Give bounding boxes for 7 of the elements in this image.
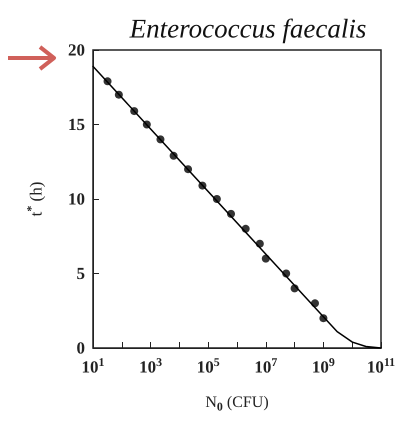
- chart-title: Enterococcus faecalis: [128, 14, 366, 44]
- y-tick-label: 20: [68, 40, 85, 60]
- y-tick-label: 15: [68, 115, 85, 134]
- y-tick-label: 0: [76, 338, 85, 358]
- y-tick-label: 10: [68, 190, 85, 208]
- y-axis-title: t* (h): [24, 182, 46, 216]
- y-tick-label: 5: [76, 264, 85, 283]
